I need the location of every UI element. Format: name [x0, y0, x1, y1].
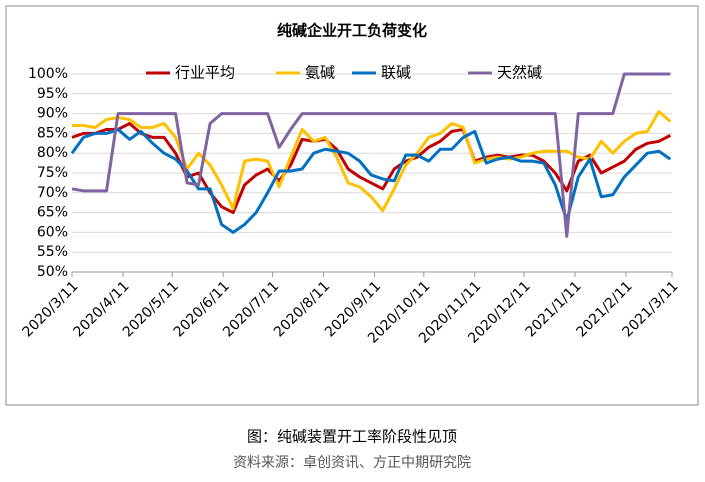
- y-tick-label: 50%: [37, 264, 68, 280]
- chart-frame: [5, 5, 699, 406]
- y-tick-label: 100%: [28, 66, 68, 82]
- legend-label: 天然碱: [497, 64, 542, 82]
- y-tick-label: 95%: [37, 86, 68, 102]
- y-tick-label: 90%: [37, 106, 68, 122]
- y-tick-label: 60%: [37, 224, 68, 240]
- y-tick-label: 70%: [37, 185, 68, 201]
- source: 资料来源：卓创资讯、方正中期研究院: [233, 455, 471, 471]
- y-tick-label: 75%: [37, 165, 68, 181]
- legend-label: 行业平均: [175, 64, 235, 82]
- series-line: [72, 110, 672, 213]
- series-line: [71, 72, 671, 238]
- y-tick-label: 85%: [37, 125, 68, 141]
- y-tick-label: 55%: [37, 244, 68, 260]
- caption: 图：纯碱装置开工率阶段性见顶: [247, 428, 457, 446]
- y-tick-label: 65%: [37, 205, 68, 221]
- chart-title: 纯碱企业开工负荷变化: [277, 22, 427, 40]
- y-tick-label: 80%: [37, 145, 68, 161]
- legend-label: 联碱: [381, 64, 411, 82]
- legend-label: 氨碱: [305, 64, 335, 82]
